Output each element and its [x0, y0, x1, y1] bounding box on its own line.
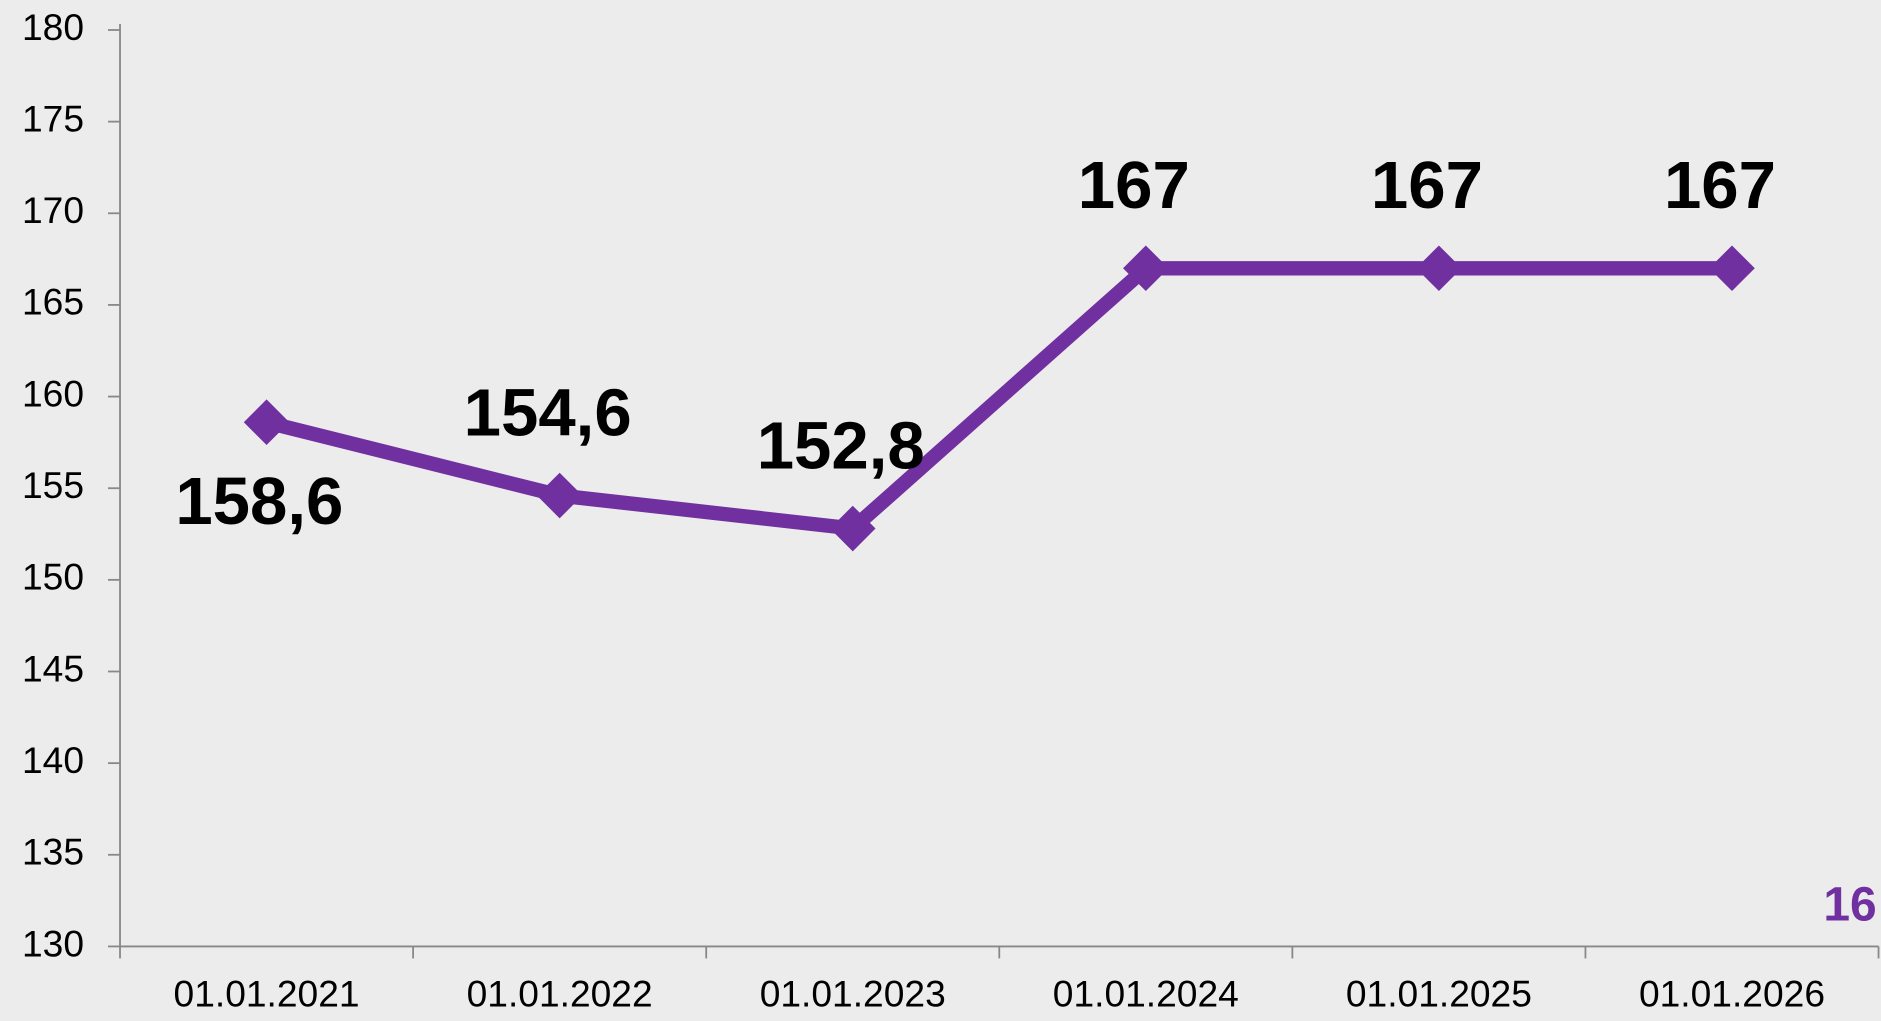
data-label: 167 — [1371, 148, 1483, 223]
y-tick-label: 165 — [22, 281, 84, 323]
y-tick-label: 175 — [22, 97, 84, 139]
x-tick-label: 01.01.2025 — [1346, 973, 1532, 1015]
y-tick-label: 130 — [22, 922, 84, 964]
x-tick-label: 01.01.2022 — [467, 973, 653, 1015]
y-tick-label: 140 — [22, 739, 84, 781]
y-tick-label: 145 — [22, 647, 84, 689]
marker — [1123, 245, 1169, 292]
data-label: 152,8 — [757, 408, 925, 483]
data-label: 167 — [1664, 148, 1776, 223]
x-tick-label: 01.01.2024 — [1053, 973, 1239, 1015]
x-tick-label: 01.01.2021 — [174, 973, 360, 1015]
marker — [829, 505, 876, 552]
y-tick-label: 135 — [22, 831, 84, 873]
data-label: 158,6 — [175, 464, 343, 539]
marker — [243, 399, 290, 446]
marker — [1416, 245, 1462, 292]
annotation: 16 — [1823, 879, 1876, 932]
data-label: 167 — [1078, 148, 1190, 223]
data-label: 154,6 — [464, 375, 632, 450]
marker — [1709, 245, 1755, 292]
y-tick-label: 150 — [22, 556, 84, 598]
x-tick-label: 01.01.2023 — [760, 973, 946, 1015]
y-tick-label: 160 — [22, 372, 84, 414]
y-tick-label: 170 — [22, 189, 84, 231]
y-tick-label: 155 — [22, 464, 84, 506]
line — [264, 261, 1732, 536]
y-tick-label: 180 — [22, 6, 84, 48]
x-tick-label: 01.01.2026 — [1639, 973, 1825, 1015]
